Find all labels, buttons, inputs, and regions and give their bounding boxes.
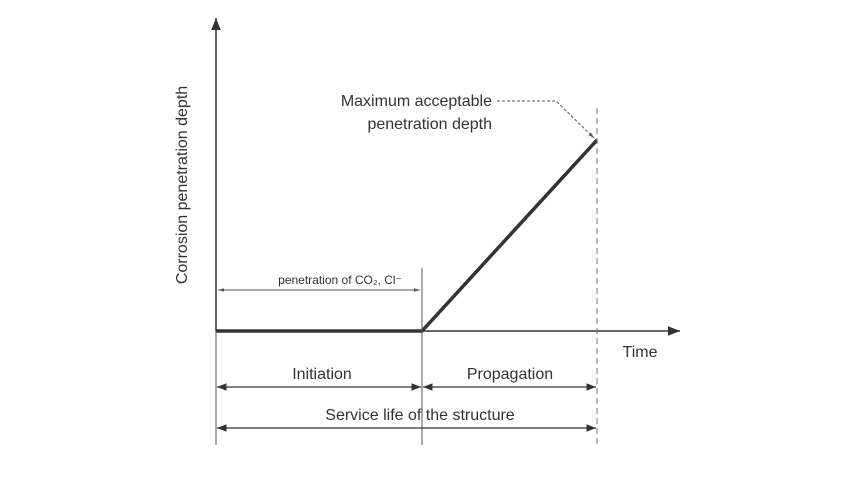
annotation-line: Maximum acceptable [341, 93, 492, 110]
service-life-label: Service life of the structure [325, 407, 515, 424]
initiation-label: Initiation [292, 366, 352, 383]
y-axis-label: Corrosion penetration depth [174, 86, 191, 284]
x-axis-label: Time [623, 344, 658, 361]
penetration-curve [216, 138, 599, 333]
penetration-label: penetration of CO₂, Cl⁻ [278, 273, 402, 287]
annotation-leader [497, 100, 595, 139]
propagation-label: Propagation [467, 366, 553, 383]
annotation-line: penetration depth [367, 116, 492, 133]
